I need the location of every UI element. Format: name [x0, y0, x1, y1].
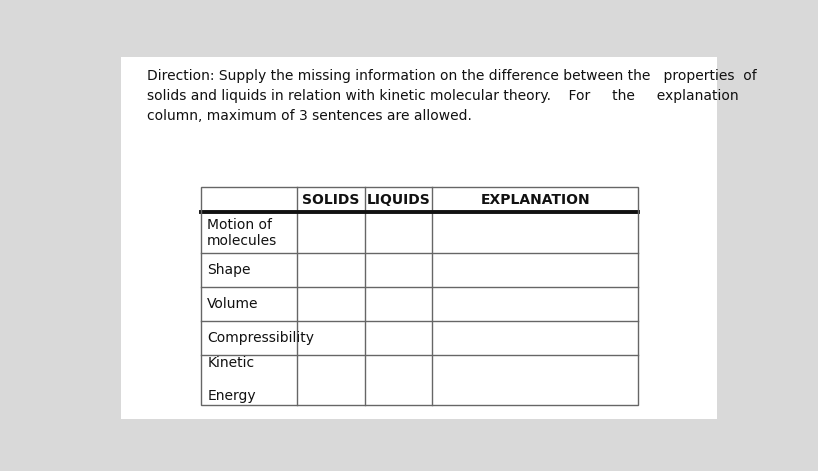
Text: column, maximum of 3 sentences are allowed.: column, maximum of 3 sentences are allow… [146, 109, 471, 123]
Text: SOLIDS: SOLIDS [302, 193, 359, 207]
Text: Volume: Volume [207, 297, 258, 311]
Text: Motion of
molecules: Motion of molecules [207, 218, 277, 248]
Text: Kinetic

Energy: Kinetic Energy [207, 357, 256, 403]
Bar [200, 187, 638, 405]
Text: LIQUIDS: LIQUIDS [366, 193, 430, 207]
Bar [200, 187, 638, 405]
Text: solids and liquids in relation with kinetic molecular theory.    For     the    : solids and liquids in relation with kine… [146, 89, 739, 103]
Text: EXPLANATION: EXPLANATION [480, 193, 590, 207]
Text: Shape: Shape [207, 263, 251, 277]
Text: Compressibility: Compressibility [207, 331, 314, 345]
Text: Direction: Supply the missing information on the difference between the   proper: Direction: Supply the missing informatio… [146, 69, 757, 83]
